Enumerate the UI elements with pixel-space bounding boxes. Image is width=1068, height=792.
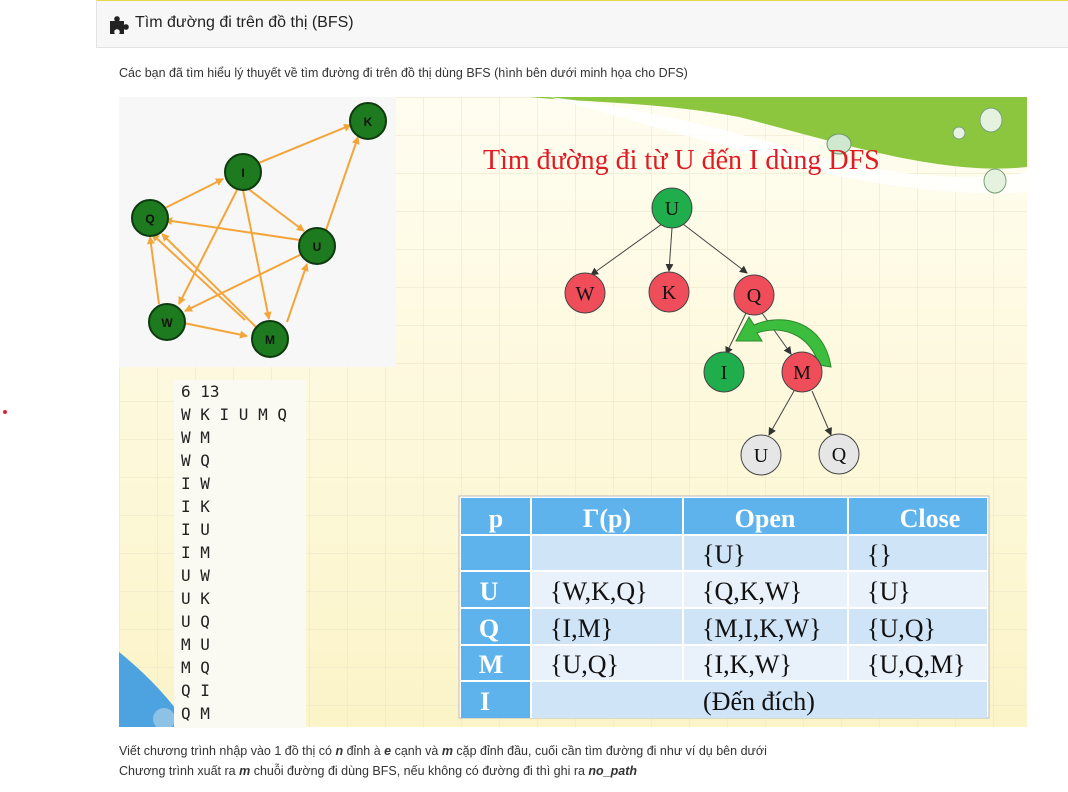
table-cell: {W,K,Q} xyxy=(550,577,648,606)
table-cell: {I,K,W} xyxy=(702,650,792,679)
tree-node-u: U xyxy=(651,187,693,229)
water-drop xyxy=(983,168,1007,194)
marker-dot xyxy=(3,410,7,414)
svg-text:U: U xyxy=(313,240,322,254)
svg-text:I: I xyxy=(241,166,244,180)
water-drop xyxy=(952,126,966,140)
table-cell: Q xyxy=(479,614,499,643)
description-line-2: Chương trình xuất ra m chuỗi đường đi dù… xyxy=(119,764,638,778)
table-cell: U xyxy=(480,577,499,606)
svg-text:Q: Q xyxy=(747,285,762,307)
svg-text:W: W xyxy=(161,316,173,330)
code-line: Q I xyxy=(181,681,210,700)
tree-node-k: K xyxy=(648,271,690,313)
table-header-close: Close xyxy=(900,504,961,533)
table-cell: M xyxy=(479,650,504,679)
svg-text:K: K xyxy=(662,282,677,304)
code-line: W M xyxy=(181,428,210,447)
tree-node-q: Q xyxy=(733,274,775,316)
water-drop xyxy=(153,708,175,727)
dfs-table: p Γ(p) Open Close {U} {} U {W,K,Q} {Q,K,… xyxy=(458,495,990,719)
puzzle-icon xyxy=(110,16,129,34)
code-line: W K I U M Q xyxy=(181,405,287,424)
svg-text:M: M xyxy=(265,333,275,347)
graph-node-m: M xyxy=(251,320,289,358)
tree-edges xyxy=(590,223,832,436)
svg-text:U: U xyxy=(665,198,680,220)
table-cell: {M,I,K,W} xyxy=(702,614,822,643)
code-line: Q M xyxy=(181,704,210,723)
tree-node-w: W xyxy=(564,272,606,314)
slide-title: Tìm đường đi từ U đến I dùng DFS xyxy=(483,145,880,176)
description: Viết chương trình nhập vào 1 đồ thị có n… xyxy=(119,741,767,781)
graph-panel: K I Q U W M xyxy=(119,97,396,367)
table-cell: {U,Q} xyxy=(550,650,619,679)
code-line: 6 13 xyxy=(181,382,220,401)
intro-text: Các bạn đã tìm hiểu lý thuyết về tìm đườ… xyxy=(119,66,688,80)
water-drop xyxy=(826,133,852,155)
tree-node-i: I xyxy=(703,351,745,393)
card-header: Tìm đường đi trên đồ thị (BFS) xyxy=(96,0,1068,48)
page-title: Tìm đường đi trên đồ thị (BFS) xyxy=(135,14,354,31)
table-header-gamma: Γ(p) xyxy=(583,504,631,533)
table-header-open: Open xyxy=(735,504,796,533)
code-line: U K xyxy=(181,589,210,608)
water-drop xyxy=(979,107,1003,133)
description-line-1: Viết chương trình nhập vào 1 đồ thị có n… xyxy=(119,744,767,758)
green-swoosh xyxy=(529,97,1027,169)
tree-node-q-leaf: Q xyxy=(818,433,860,475)
code-line: I W xyxy=(181,474,210,493)
table-cell: {Q,K,W} xyxy=(702,577,802,606)
table-cell: {U} xyxy=(867,577,911,606)
code-line: U Q xyxy=(181,612,210,631)
svg-text:W: W xyxy=(576,283,595,305)
table-cell: {I,M} xyxy=(550,614,613,643)
svg-text:K: K xyxy=(364,115,373,129)
blue-corner xyxy=(119,652,189,727)
table-cell: {U,Q} xyxy=(867,614,936,643)
sample-input-panel: 6 13 W K I U M Q W M W Q I W I K I U I M… xyxy=(174,380,306,728)
table-cell: I xyxy=(480,687,490,716)
svg-text:I: I xyxy=(721,362,728,384)
graph-node-u: U xyxy=(298,227,336,265)
graph-node-k: K xyxy=(349,102,387,140)
illustration: K I Q U W M Tìm đường đi từ U đến I dùng… xyxy=(119,97,1027,727)
svg-text:U: U xyxy=(754,445,769,467)
backtrack-arrow xyxy=(735,316,832,368)
graph-node-w: W xyxy=(148,303,186,341)
code-line: M U xyxy=(181,635,210,654)
table-cell: {U,Q,M} xyxy=(867,650,966,679)
code-line: W Q xyxy=(181,451,210,470)
code-line: I U xyxy=(181,520,210,539)
code-line: I K xyxy=(181,497,210,516)
table-header-p: p xyxy=(489,504,503,533)
svg-text:Q: Q xyxy=(832,444,847,466)
table-cell: {} xyxy=(867,540,892,569)
code-line: I M xyxy=(181,543,210,562)
svg-text:M: M xyxy=(793,362,811,384)
tree-node-u-leaf: U xyxy=(740,434,782,476)
tree-node-m: M xyxy=(781,351,823,393)
table-cell-goal: (Đến đích) xyxy=(703,687,815,716)
code-line: M Q xyxy=(181,658,210,677)
svg-text:Q: Q xyxy=(145,212,154,226)
graph-node-i: I xyxy=(224,153,262,191)
graph-node-q: Q xyxy=(131,199,169,237)
table-cell: {U} xyxy=(702,540,746,569)
code-line: U W xyxy=(181,566,210,585)
